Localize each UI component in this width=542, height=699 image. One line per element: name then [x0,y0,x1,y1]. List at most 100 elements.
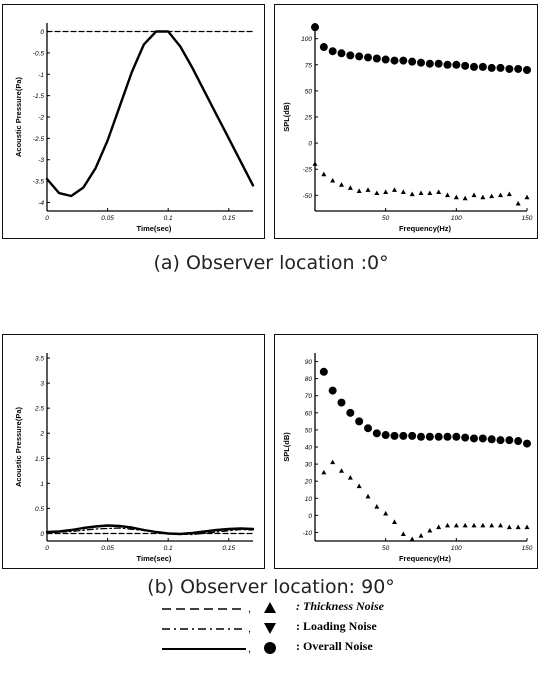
point-thickness-noise [383,189,389,194]
point-thickness-noise [347,474,353,480]
point-overall-noise [408,431,417,440]
point-thickness-noise [409,191,415,197]
point-overall-noise [355,417,364,426]
svg-text:,: , [248,643,251,655]
point-thickness-noise [462,522,468,528]
point-thickness-noise [356,188,362,193]
y-tick-label: 20 [304,479,313,486]
y-tick-label: -2 [38,115,44,122]
point-overall-noise [390,56,399,65]
chart-a-spl-panel: 100 75 50 25 0 -25 -50 50 100 150 Frequency(Hz) SPL… [274,4,538,239]
point-thickness-noise [471,522,477,528]
triangle-up-icon [264,602,276,613]
y-tick-label: 60 [305,410,313,417]
point-overall-noise [328,47,337,56]
point-overall-noise [470,434,478,443]
point-thickness-noise [471,192,477,198]
point-overall-noise [505,436,514,445]
point-overall-noise [461,433,470,442]
legend-item-loading: , : Loading Noise [160,617,490,637]
point-thickness-noise [480,522,486,528]
point-overall-noise [417,432,425,441]
point-overall-noise [399,431,408,440]
point-thickness-noise [462,195,468,201]
legend-item-thickness: , : Thickness Noise [160,597,490,617]
y-axis-label: Acoustic Pressure(Pa) [14,406,23,487]
x-axis-label: Time(sec) [137,554,172,563]
point-overall-noise [452,432,461,441]
point-thickness-noise [392,187,397,192]
y-axis-label: SPL(dB) [282,432,291,462]
point-thickness-noise [453,522,459,528]
point-overall-noise [337,398,346,407]
point-thickness-noise [453,194,459,200]
point-overall-noise [514,64,523,73]
x-tick-label: 0.15 [222,215,235,222]
y-tick-label: -1 [38,72,44,79]
legend-label-thickness: : Thickness Noise [296,599,384,613]
y-tick-label: -1.5 [33,93,45,100]
point-overall-noise [355,52,364,61]
chart-b-spl-panel: 90 80 70 60 50 40 30 20 10 0 -10 50 100 150 Frequency(… [274,334,538,569]
point-thickness-noise [489,522,495,528]
x-tick-label: 0.05 [101,545,114,552]
legend-item-overall: , : Overall Noise [160,637,490,657]
y-tick-label: -50 [303,193,313,200]
y-tick-label: 25 [304,115,313,122]
point-overall-noise [408,57,417,66]
point-overall-noise [505,64,514,73]
y-tick-label: 90 [305,359,313,366]
svg-text:,: , [248,603,251,615]
chart-b-pressure-panel: 0 0.5 1 1.5 2 2.5 3 3.5 0 0.05 0.1 0.15 Time(sec) Aco… [2,334,265,569]
point-thickness-noise [427,190,433,196]
y-tick-label: -4 [38,200,44,207]
point-thickness-noise [506,524,512,530]
y-tick-label: -10 [303,530,313,537]
y-tick-label: 40 [305,445,313,452]
point-overall-noise [514,437,523,446]
point-overall-noise [372,54,381,63]
point-overall-noise [364,424,372,433]
x-tick-label: 0.1 [164,215,173,222]
point-thickness-noise [418,190,424,196]
point-overall-noise [434,432,443,441]
x-tick-label: 150 [522,215,533,222]
y-tick-label: 0 [40,29,44,36]
y-tick-label: -2.5 [33,136,45,143]
y-tick-label: 30 [305,462,313,469]
point-overall-noise [319,43,328,52]
point-overall-noise [452,60,461,69]
point-overall-noise [434,59,443,68]
point-overall-noise [470,62,478,71]
svg-text:,: , [248,623,251,635]
legend-overall-swatch: , [162,642,276,655]
point-thickness-noise [489,193,495,199]
point-thickness-noise [480,194,486,200]
y-tick-label: 0 [308,513,312,520]
point-thickness-noise [436,524,442,530]
point-thickness-noise [365,187,371,192]
x-tick-label: 150 [522,545,533,552]
y-tick-label: 2.5 [34,406,44,413]
point-overall-noise [487,63,496,72]
circle-icon [264,642,276,654]
point-overall-noise [346,51,355,60]
x-axis-label: Frequency(Hz) [399,554,452,563]
caption-a: (a) Observer location :0° [153,252,389,274]
point-thickness-noise [383,510,389,516]
caption-b: (b) Observer location: 90° [147,576,395,598]
x-tick-label: 100 [451,215,462,222]
x-tick-label: 0.1 [164,545,173,552]
point-thickness-noise [312,161,318,166]
point-overall-noise [390,431,399,440]
y-tick-label: 10 [305,496,313,503]
legend-thickness-swatch: , [162,602,276,615]
point-overall-noise [346,408,355,417]
series-line-overall-noise [45,30,255,198]
y-tick-label: 0.5 [35,506,44,513]
point-thickness-noise [515,200,521,206]
y-tick-label: 100 [301,36,312,43]
point-thickness-noise [330,177,336,183]
point-thickness-noise [392,519,397,524]
